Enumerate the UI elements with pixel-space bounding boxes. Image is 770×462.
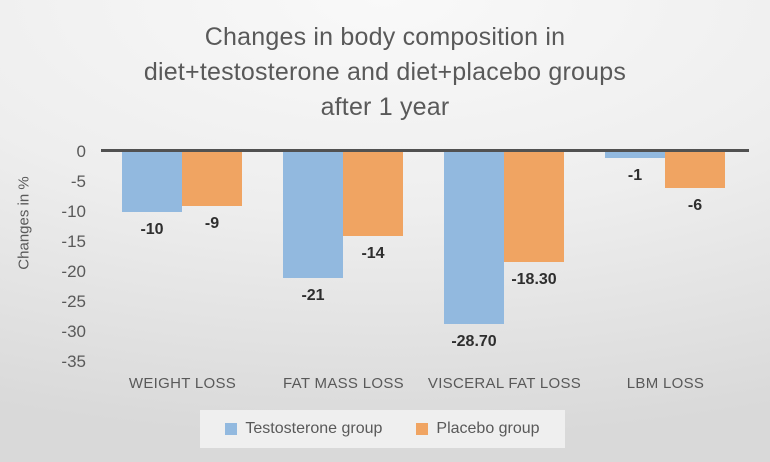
- chart-title: Changes in body composition in diet+test…: [0, 20, 770, 125]
- zero-axis-line: [101, 149, 749, 152]
- y-tick-label: -30: [61, 322, 86, 341]
- category-label-lbm-loss: LBM LOSS: [626, 375, 705, 392]
- bar-value-label: -10: [140, 221, 164, 238]
- bar-value-label: -14: [361, 245, 385, 262]
- bar-placebo-fat-mass-loss: [343, 152, 403, 236]
- bar-value-label: -1: [627, 167, 643, 184]
- bar-placebo-weight-loss: [182, 152, 242, 206]
- category-label-visceral-fat-loss: VISCERAL FAT LOSS: [427, 375, 582, 392]
- y-tick-label: -35: [61, 352, 86, 371]
- legend-swatch-icon: [225, 423, 238, 435]
- y-tick-label: -15: [61, 232, 86, 251]
- bar-testosterone-fat-mass-loss: [283, 152, 343, 278]
- chart-title-line-1: Changes in body composition in: [204, 23, 566, 51]
- chart-legend: Testosterone group Placebo group: [200, 410, 565, 448]
- bar-value-label: -21: [301, 287, 325, 304]
- category-label-fat-mass-loss: FAT MASS LOSS: [283, 375, 404, 392]
- legend-label: Testosterone group: [245, 420, 383, 437]
- chart-title-line-3: after 1 year: [320, 93, 450, 121]
- y-tick-label: -10: [61, 202, 86, 221]
- legend-swatch-icon: [416, 423, 429, 435]
- legend-item-testosterone: Testosterone group: [225, 420, 382, 438]
- y-tick-label: 0: [76, 142, 86, 161]
- bar-placebo-visceral-fat-loss: [504, 152, 564, 262]
- bar-value-label: -6: [687, 197, 703, 214]
- y-tick-label: -25: [61, 292, 86, 311]
- y-tick-label: -5: [70, 172, 86, 191]
- bar-testosterone-weight-loss: [122, 152, 182, 212]
- category-label-weight-loss: WEIGHT LOSS: [128, 375, 237, 392]
- bar-testosterone-visceral-fat-loss: [444, 152, 504, 325]
- bar-value-label: -9: [204, 215, 220, 232]
- bar-value-label: -18.30: [511, 270, 557, 288]
- y-tick-label: -20: [61, 262, 86, 281]
- bar-value-label: -28.70: [451, 333, 497, 351]
- chart-title-line-2: diet+testosterone and diet+placebo group…: [143, 58, 627, 86]
- legend-item-placebo: Placebo group: [416, 420, 540, 438]
- bar-placebo-lbm-loss: [665, 152, 725, 188]
- y-axis-title: Changes in %: [15, 176, 33, 270]
- bar-testosterone-lbm-loss: [605, 152, 665, 158]
- legend-label: Placebo group: [436, 420, 540, 437]
